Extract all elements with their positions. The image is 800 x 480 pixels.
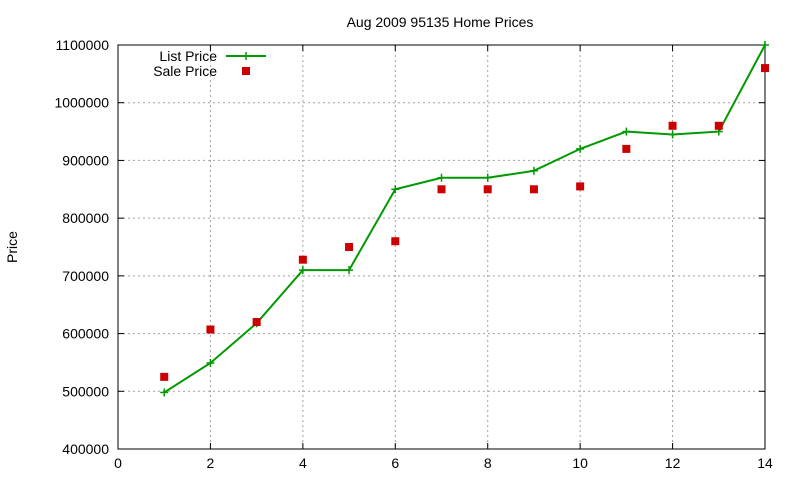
sale-price-point — [391, 237, 400, 246]
x-tick-label: 2 — [207, 455, 215, 471]
list-price-point — [529, 166, 538, 175]
y-tick-label: 400000 — [62, 441, 109, 457]
sale-price-point — [483, 185, 492, 194]
chart-title: Aug 2009 95135 Home Prices — [347, 14, 534, 30]
list-price-point — [298, 266, 307, 275]
list-price-point — [622, 127, 631, 136]
sale-price-point — [622, 144, 631, 153]
list-price-point — [483, 173, 492, 182]
legend-label: List Price — [159, 48, 217, 64]
sale-price-point — [714, 121, 723, 130]
list-price-line — [163, 44, 766, 394]
x-tick-label: 0 — [114, 455, 122, 471]
x-tick-label: 4 — [299, 455, 307, 471]
sale-price-point — [529, 185, 538, 194]
x-tick-label: 8 — [484, 455, 492, 471]
x-tick-label: 14 — [757, 455, 773, 471]
sale-price-series — [160, 64, 769, 381]
legend-marker — [242, 52, 250, 60]
legend-item-sale-price: Sale Price — [153, 63, 250, 79]
x-tick-label: 6 — [391, 455, 399, 471]
plot-frame — [117, 44, 766, 450]
y-axis-label: Price — [4, 231, 20, 263]
y-tick-label: 900000 — [62, 152, 109, 168]
list-price-point — [668, 130, 677, 139]
sale-price-point — [668, 121, 677, 130]
list-price-point — [576, 144, 585, 153]
list-price-point — [206, 359, 215, 368]
y-tick-label: 1000000 — [54, 95, 109, 111]
y-tick-label: 800000 — [62, 210, 109, 226]
legend-marker — [242, 67, 250, 75]
list-price-series — [160, 41, 769, 397]
list-price-point — [391, 185, 400, 194]
series-layer — [160, 41, 769, 397]
sale-price-point — [576, 182, 585, 191]
list-price-point — [160, 388, 169, 397]
y-tick-label: 600000 — [62, 326, 109, 342]
sale-price-point — [206, 325, 215, 334]
y-tick-label: 1100000 — [56, 37, 110, 53]
list-price-point — [345, 266, 354, 275]
list-price-point — [437, 173, 446, 182]
legend-label: Sale Price — [153, 63, 217, 79]
x-tick-label: 12 — [665, 455, 681, 471]
y-tick-label: 500000 — [62, 383, 109, 399]
legend-item-list-price: List Price — [159, 48, 266, 64]
sale-price-point — [160, 372, 169, 381]
x-tick-label: 10 — [572, 455, 588, 471]
y-tick-label: 700000 — [62, 268, 109, 284]
axis-ticks: 400000 500000 600000 700000 800000 900000 1000… — [54, 37, 773, 471]
sale-price-point — [298, 255, 307, 264]
grid-lines — [118, 45, 765, 449]
sale-price-point — [345, 243, 354, 251]
sale-price-point — [252, 318, 261, 327]
list-price-point — [761, 41, 769, 49]
sale-price-point — [761, 64, 769, 73]
sale-price-point — [437, 185, 446, 194]
